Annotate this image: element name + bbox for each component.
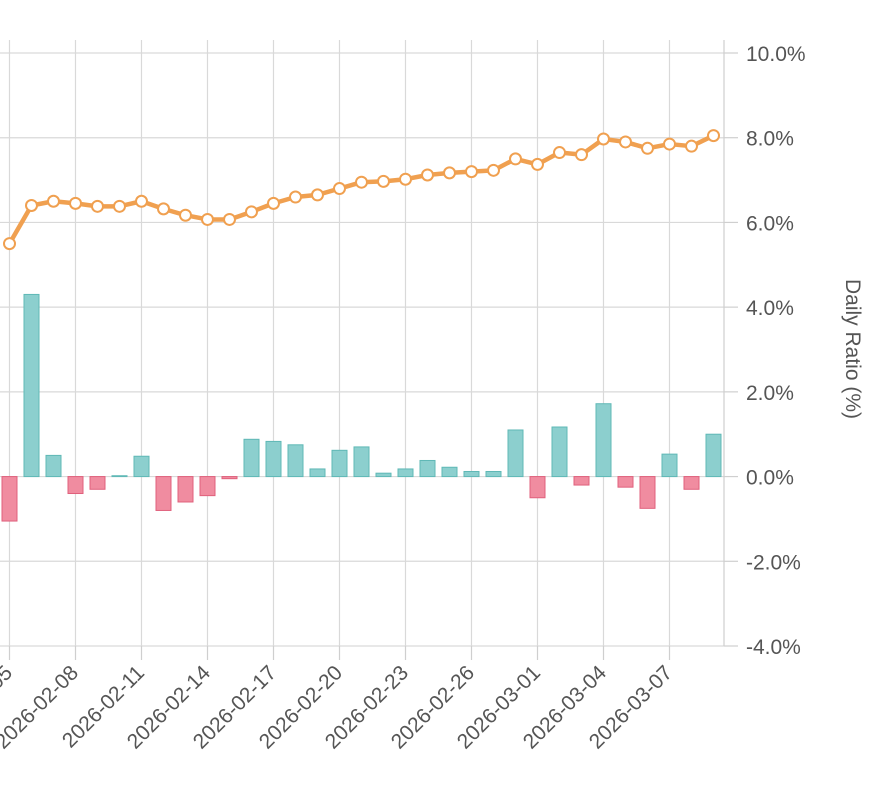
- bar-series: [1, 293, 722, 522]
- line-point: [245, 205, 258, 219]
- negative-bar: [199, 476, 216, 497]
- line-point: [509, 152, 522, 166]
- positive-bar: [375, 472, 392, 478]
- ratio-line: [7, 133, 716, 246]
- line-point: [267, 196, 280, 210]
- positive-bar: [45, 454, 62, 478]
- positive-bar: [265, 440, 282, 478]
- positive-bar: [331, 449, 348, 478]
- y-tick-label: 6.0%: [746, 212, 794, 235]
- positive-bar: [111, 475, 128, 478]
- line-point: [91, 199, 104, 213]
- y-axis: 10.0% 8.0% 6.0% 4.0% 2.0% 0.0% -2.0% -4.0%: [724, 43, 806, 659]
- line-point: [201, 212, 214, 226]
- line-point: [487, 163, 500, 177]
- positive-bar: [507, 429, 524, 478]
- y-tick-label: 0.0%: [746, 467, 794, 490]
- line-point: [355, 175, 368, 189]
- line-point: [421, 168, 434, 182]
- line-point: [641, 141, 654, 155]
- negative-bar: [683, 476, 700, 490]
- positive-bar: [309, 468, 326, 478]
- line-point: [289, 190, 302, 204]
- line-point: [25, 198, 38, 212]
- line-point: [179, 208, 192, 222]
- y-tick-label: 4.0%: [746, 297, 794, 320]
- positive-bar: [441, 466, 458, 478]
- positive-bar: [243, 438, 260, 478]
- line-point: [399, 172, 412, 186]
- line-point: [685, 139, 698, 153]
- line-point: [597, 132, 610, 146]
- line-point: [311, 188, 324, 202]
- negative-bar: [67, 476, 84, 495]
- line-point: [443, 166, 456, 180]
- negative-bar: [89, 476, 106, 490]
- negative-bar: [1, 476, 18, 522]
- line-point: [113, 199, 126, 213]
- negative-bar: [639, 476, 656, 509]
- line-point: [157, 202, 170, 216]
- line-point: [663, 137, 676, 151]
- positive-bar: [661, 453, 678, 478]
- positive-bar: [705, 433, 722, 478]
- line-point: [619, 135, 632, 149]
- positive-bar: [419, 459, 436, 478]
- line-point: [223, 212, 236, 226]
- positive-bar: [23, 293, 40, 478]
- line-point: [69, 196, 82, 210]
- line-point: [3, 237, 16, 251]
- positive-bar: [133, 455, 150, 478]
- y-tick-label: 2.0%: [746, 382, 794, 405]
- ratio-line-series: [3, 129, 720, 251]
- y-tick-label: -2.0%: [746, 551, 801, 574]
- positive-bar: [485, 470, 502, 478]
- positive-bar: [595, 403, 612, 478]
- positive-bar: [353, 446, 370, 478]
- line-point: [707, 129, 720, 143]
- negative-bar: [573, 476, 590, 486]
- positive-bar: [397, 468, 414, 478]
- line-point: [47, 194, 60, 208]
- line-point: [377, 174, 390, 188]
- line-point: [553, 146, 566, 160]
- y-axis-title: Daily Ratio (%): [841, 279, 864, 419]
- line-point: [333, 182, 346, 196]
- line-point: [135, 194, 148, 208]
- line-point: [575, 148, 588, 162]
- negative-bar: [617, 476, 634, 488]
- grid: [0, 40, 725, 647]
- x-axis: 2026-02-052026-02-082026-02-112026-02-14…: [0, 646, 677, 753]
- negative-bar: [221, 476, 238, 480]
- positive-bar: [551, 426, 568, 478]
- positive-bar: [287, 444, 304, 478]
- negative-bar: [155, 476, 172, 511]
- negative-bar: [177, 476, 194, 503]
- negative-bar: [529, 476, 546, 499]
- y-tick-label: 10.0%: [746, 43, 806, 66]
- line-point: [465, 165, 478, 179]
- y-tick-label: 8.0%: [746, 128, 794, 151]
- y-tick-label: -4.0%: [746, 636, 801, 659]
- line-point: [531, 157, 544, 171]
- positive-bar: [463, 470, 480, 478]
